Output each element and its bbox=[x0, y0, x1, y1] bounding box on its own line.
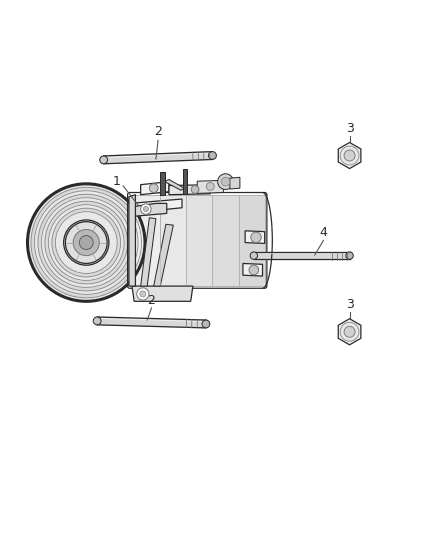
Circle shape bbox=[206, 182, 214, 190]
Circle shape bbox=[149, 184, 158, 192]
Circle shape bbox=[79, 236, 93, 249]
Circle shape bbox=[221, 177, 230, 186]
Polygon shape bbox=[338, 142, 361, 168]
Circle shape bbox=[100, 156, 108, 164]
FancyBboxPatch shape bbox=[212, 195, 239, 286]
Polygon shape bbox=[243, 263, 262, 276]
Circle shape bbox=[340, 146, 359, 165]
Circle shape bbox=[93, 317, 101, 325]
Polygon shape bbox=[160, 172, 165, 195]
Circle shape bbox=[344, 150, 355, 161]
Circle shape bbox=[141, 204, 151, 214]
Circle shape bbox=[218, 174, 233, 189]
Polygon shape bbox=[154, 224, 173, 286]
Polygon shape bbox=[130, 212, 138, 271]
Circle shape bbox=[71, 227, 102, 258]
Text: 3: 3 bbox=[346, 298, 353, 311]
FancyBboxPatch shape bbox=[130, 195, 160, 286]
Circle shape bbox=[344, 326, 355, 337]
Circle shape bbox=[208, 151, 216, 159]
FancyBboxPatch shape bbox=[186, 195, 212, 286]
Polygon shape bbox=[97, 317, 206, 328]
Circle shape bbox=[28, 184, 145, 301]
Polygon shape bbox=[230, 177, 240, 189]
Circle shape bbox=[140, 291, 146, 297]
Circle shape bbox=[250, 252, 258, 260]
Circle shape bbox=[346, 252, 353, 260]
Polygon shape bbox=[197, 180, 223, 193]
Polygon shape bbox=[141, 218, 156, 286]
Circle shape bbox=[65, 222, 107, 263]
Polygon shape bbox=[169, 184, 210, 195]
Polygon shape bbox=[254, 252, 350, 260]
Polygon shape bbox=[141, 182, 169, 195]
Circle shape bbox=[249, 265, 258, 275]
Circle shape bbox=[340, 322, 359, 341]
Polygon shape bbox=[245, 231, 265, 244]
Text: 4: 4 bbox=[319, 226, 327, 239]
Polygon shape bbox=[130, 199, 182, 216]
FancyBboxPatch shape bbox=[239, 195, 265, 286]
Text: 1: 1 bbox=[113, 175, 120, 188]
Text: 3: 3 bbox=[346, 122, 353, 135]
Circle shape bbox=[202, 320, 210, 328]
Polygon shape bbox=[165, 180, 184, 190]
Polygon shape bbox=[129, 195, 135, 286]
Text: 2: 2 bbox=[148, 294, 155, 306]
Text: 2: 2 bbox=[154, 125, 162, 138]
Circle shape bbox=[191, 185, 199, 193]
Polygon shape bbox=[184, 168, 187, 194]
FancyBboxPatch shape bbox=[160, 195, 186, 286]
Polygon shape bbox=[338, 319, 361, 345]
Polygon shape bbox=[132, 286, 193, 301]
Circle shape bbox=[64, 220, 109, 265]
Circle shape bbox=[73, 230, 99, 256]
Polygon shape bbox=[103, 151, 212, 164]
Circle shape bbox=[143, 206, 148, 212]
Circle shape bbox=[137, 288, 149, 300]
Circle shape bbox=[251, 232, 261, 243]
Polygon shape bbox=[132, 204, 167, 216]
